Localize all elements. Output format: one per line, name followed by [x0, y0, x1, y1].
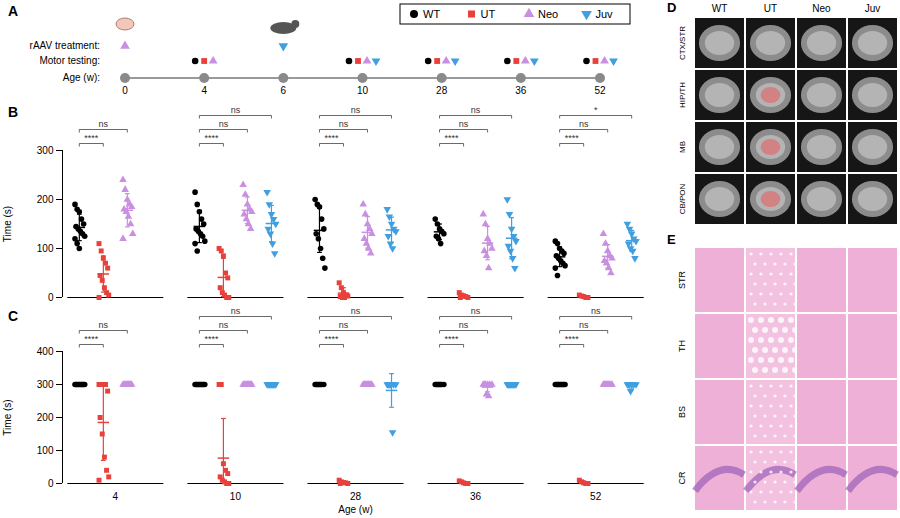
svg-text:****: ****: [565, 133, 580, 143]
svg-text:WT: WT: [712, 3, 728, 14]
svg-text:Time (s): Time (s): [2, 206, 13, 242]
svg-text:ns: ns: [339, 320, 349, 330]
svg-text:Juv: Juv: [596, 8, 614, 20]
svg-text:Neo: Neo: [812, 3, 831, 14]
svg-text:300: 300: [37, 145, 54, 156]
svg-text:WT: WT: [423, 8, 440, 20]
svg-text:36: 36: [515, 85, 527, 96]
html-text:C: C: [8, 308, 19, 324]
html-text:B: B: [8, 104, 19, 120]
svg-text:ns: ns: [459, 320, 469, 330]
svg-text:ns: ns: [339, 119, 349, 129]
svg-text:200: 200: [37, 194, 54, 205]
svg-text:ns: ns: [579, 119, 589, 129]
svg-text:rAAV treatment:: rAAV treatment:: [30, 40, 100, 51]
svg-text:****: ****: [84, 133, 99, 143]
svg-text:52: 52: [590, 491, 602, 502]
svg-text:Motor testing:: Motor testing:: [39, 55, 100, 66]
svg-text:STR: STR: [677, 270, 687, 289]
svg-text:28: 28: [350, 491, 362, 502]
svg-text:UT: UT: [764, 3, 777, 14]
svg-text:****: ****: [84, 334, 99, 344]
svg-text:0: 0: [122, 85, 128, 96]
svg-text:28: 28: [436, 85, 448, 96]
svg-text:****: ****: [324, 133, 339, 143]
svg-text:ns: ns: [219, 119, 229, 129]
svg-text:MB: MB: [678, 141, 687, 153]
svg-text:0: 0: [48, 292, 54, 303]
svg-text:36: 36: [470, 491, 482, 502]
svg-text:D: D: [667, 0, 676, 15]
svg-text:6: 6: [281, 85, 287, 96]
svg-text:BS: BS: [677, 406, 687, 418]
svg-text:ns: ns: [231, 105, 241, 115]
svg-text:****: ****: [204, 334, 219, 344]
svg-text:ns: ns: [579, 320, 589, 330]
svg-text:Neo: Neo: [538, 8, 558, 20]
svg-text:4: 4: [113, 491, 119, 502]
svg-text:100: 100: [37, 445, 54, 456]
svg-text:0: 0: [48, 478, 54, 489]
svg-text:ns: ns: [471, 306, 481, 316]
svg-text:300: 300: [37, 379, 54, 390]
svg-text:ns: ns: [219, 320, 229, 330]
svg-text:ns: ns: [99, 119, 109, 129]
svg-text:UT: UT: [481, 8, 496, 20]
svg-text:Age (w): Age (w): [338, 504, 372, 515]
svg-text:ns: ns: [99, 320, 109, 330]
svg-text:****: ****: [445, 334, 460, 344]
svg-text:ns: ns: [471, 105, 481, 115]
svg-text:****: ****: [565, 334, 580, 344]
svg-text:E: E: [667, 232, 676, 247]
svg-text:ns: ns: [231, 306, 241, 316]
svg-text:52: 52: [594, 85, 606, 96]
svg-text:****: ****: [204, 133, 219, 143]
svg-text:ns: ns: [351, 105, 361, 115]
svg-text:Time (s): Time (s): [2, 399, 13, 435]
svg-text:CB/PON: CB/PON: [678, 183, 687, 214]
svg-text:200: 200: [37, 412, 54, 423]
svg-text:Age (w):: Age (w):: [63, 72, 100, 83]
svg-text:****: ****: [445, 133, 460, 143]
svg-text:10: 10: [357, 85, 369, 96]
svg-text:****: ****: [324, 334, 339, 344]
svg-text:ns: ns: [591, 306, 601, 316]
svg-text:ns: ns: [459, 119, 469, 129]
svg-text:HIP/TH: HIP/TH: [678, 82, 687, 108]
svg-text:A: A: [8, 3, 18, 19]
svg-text:100: 100: [37, 243, 54, 254]
svg-text:CTX/STR: CTX/STR: [678, 26, 687, 60]
svg-text:10: 10: [230, 491, 242, 502]
svg-text:400: 400: [37, 346, 54, 357]
svg-text:4: 4: [201, 85, 207, 96]
svg-text:*: *: [594, 105, 598, 115]
svg-text:TH: TH: [677, 340, 687, 352]
svg-text:CR: CR: [677, 471, 687, 484]
svg-text:Juv: Juv: [865, 3, 881, 14]
svg-text:ns: ns: [351, 306, 361, 316]
